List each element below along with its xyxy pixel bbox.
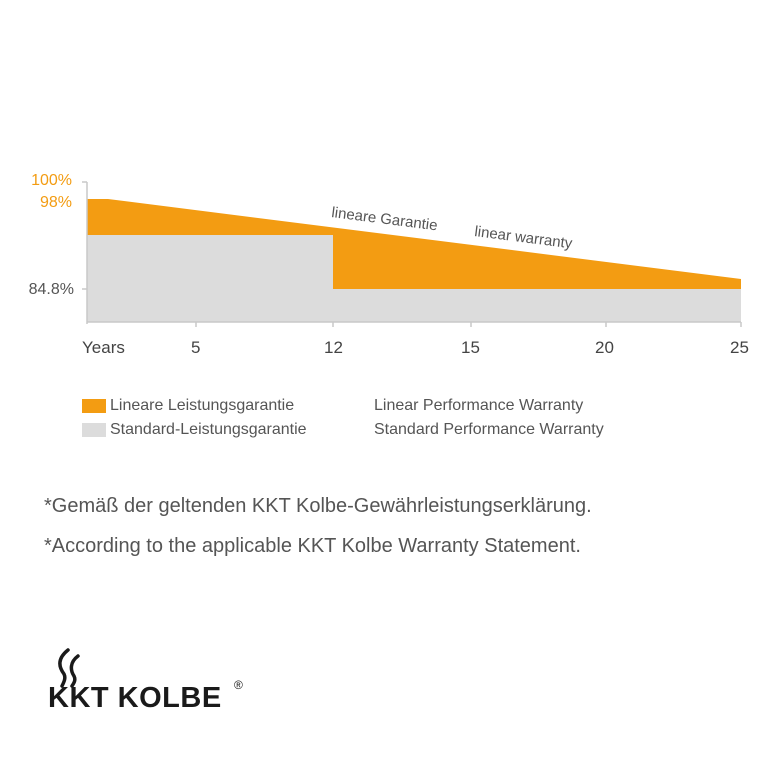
smoke-flame-icon bbox=[58, 648, 80, 688]
legend-swatch-linear bbox=[82, 399, 106, 413]
chart-legend: Lineare Leistungsgarantie Linear Perform… bbox=[82, 394, 604, 442]
brand-name: KKT KOLBE bbox=[48, 682, 222, 714]
chart-plot: lineare Garantie linear warranty bbox=[82, 181, 742, 327]
x-label-years: Years bbox=[82, 338, 125, 357]
linear-warranty-area bbox=[87, 199, 741, 289]
x-label-12: 12 bbox=[324, 338, 343, 357]
legend-swatch-standard bbox=[82, 423, 106, 437]
legend-label-en: Standard Performance Warranty bbox=[374, 421, 604, 438]
x-label-20: 20 bbox=[595, 338, 614, 357]
x-label-25: 25 bbox=[730, 338, 749, 357]
legend-label-de: Standard-Leistungsgarantie bbox=[110, 421, 307, 438]
x-label-15: 15 bbox=[461, 338, 480, 357]
registered-mark: ® bbox=[234, 678, 243, 692]
x-label-5: 5 bbox=[191, 338, 201, 357]
y-label-98: 98% bbox=[39, 194, 72, 211]
y-label-100: 100% bbox=[31, 172, 72, 189]
footnote-en: *According to the applicable KKT Kolbe W… bbox=[44, 535, 581, 557]
standard-warranty-area bbox=[87, 235, 741, 322]
y-label-84-8: 84.8% bbox=[28, 281, 74, 298]
legend-label-en: Linear Performance Warranty bbox=[374, 397, 584, 414]
warranty-chart: lineare Garantie linear warranty 100% 98… bbox=[0, 0, 768, 380]
legend-item-standard: Standard-Leistungsgarantie Standard Perf… bbox=[82, 418, 604, 442]
legend-item-linear: Lineare Leistungsgarantie Linear Perform… bbox=[82, 394, 604, 418]
footnote-de: *Gemäß der geltenden KKT Kolbe-Gewährlei… bbox=[44, 495, 592, 517]
legend-label-de: Lineare Leistungsgarantie bbox=[110, 397, 295, 414]
